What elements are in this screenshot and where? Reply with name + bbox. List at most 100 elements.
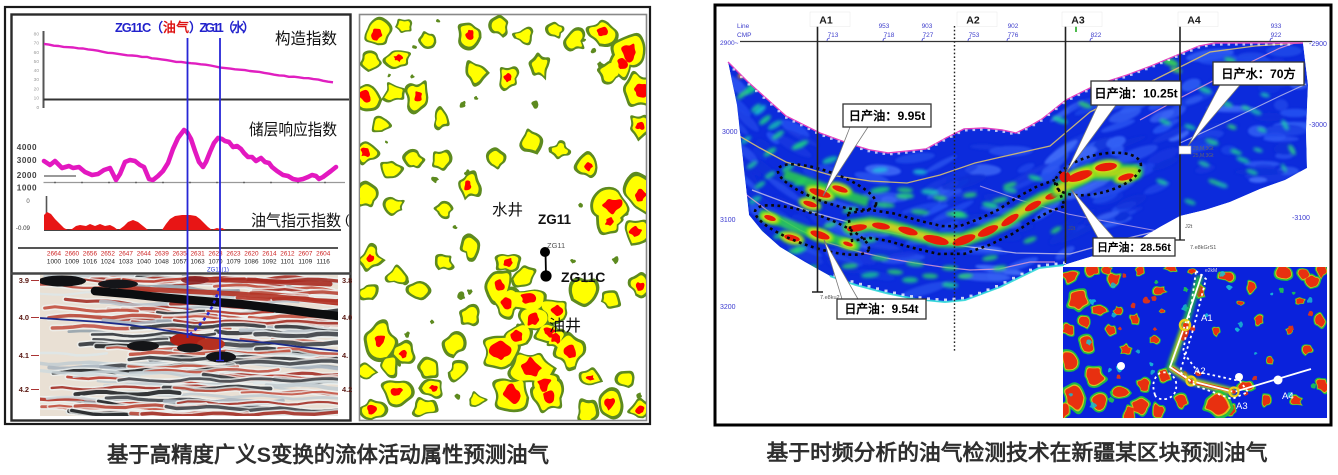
svg-text:ZG11C: ZG11C	[561, 269, 605, 285]
svg-text:-3000: -3000	[1309, 122, 1327, 129]
svg-text:基于高精度广义S变换的流体活动属性预测油气: 基于高精度广义S变换的流体活动属性预测油气	[107, 442, 549, 467]
svg-text:1024: 1024	[101, 259, 116, 266]
svg-text:日产油：10.25t: 日产油：10.25t	[1094, 85, 1177, 100]
svg-text:1070: 1070	[208, 259, 223, 266]
svg-text:1079: 1079	[226, 259, 241, 266]
svg-text:776: 776	[1008, 32, 1019, 39]
svg-text:70: 70	[34, 41, 40, 47]
svg-text:2664: 2664	[47, 251, 62, 258]
svg-text:水井: 水井	[492, 201, 523, 219]
svg-text:ZG11(1): ZG11(1)	[207, 268, 229, 274]
svg-text:7.e8ku2: 7.e8ku2	[820, 295, 840, 301]
svg-text:7.e8kGrS1: 7.e8kGrS1	[1190, 245, 1216, 251]
svg-text:3200: 3200	[720, 304, 736, 311]
svg-text:2607: 2607	[298, 251, 313, 258]
svg-text:2652: 2652	[101, 251, 116, 258]
svg-text:储层响应指数: 储层响应指数	[249, 120, 337, 139]
svg-text:10: 10	[34, 96, 40, 102]
svg-text:构造指数: 构造指数	[275, 30, 337, 48]
svg-text:4.0: 4.0	[19, 313, 29, 322]
svg-text:CMP: CMP	[737, 32, 751, 39]
svg-text:2647: 2647	[119, 251, 134, 258]
svg-text:713: 713	[828, 32, 839, 39]
svg-text:2620: 2620	[244, 251, 259, 258]
svg-text:2660: 2660	[65, 251, 80, 258]
svg-text:902: 902	[1008, 23, 1019, 30]
svg-text:1092: 1092	[262, 259, 277, 266]
svg-text:油气: 油气	[163, 20, 189, 35]
svg-text:4.2: 4.2	[19, 385, 29, 394]
svg-text:日产油：9.54t: 日产油：9.54t	[844, 302, 918, 316]
svg-text:753: 753	[969, 32, 980, 39]
svg-text:933: 933	[1271, 23, 1282, 30]
svg-text:1057: 1057	[172, 259, 187, 266]
svg-text:4.0: 4.0	[342, 313, 352, 322]
svg-text:2604: 2604	[316, 251, 331, 258]
svg-text:A3: A3	[1071, 15, 1085, 27]
svg-text:3000: 3000	[722, 129, 738, 136]
svg-text:1048: 1048	[155, 259, 170, 266]
svg-text:(: (	[345, 212, 350, 227]
svg-text:1101: 1101	[281, 259, 295, 266]
svg-text:-3100: -3100	[1292, 215, 1310, 222]
svg-text:A3: A3	[1236, 401, 1248, 412]
svg-text:）ZG11（水）: ）ZG11（水）	[189, 20, 255, 35]
svg-text:953: 953	[879, 23, 890, 30]
svg-text:ZG11: ZG11	[547, 241, 565, 250]
svg-text:1000: 1000	[47, 259, 62, 266]
svg-text:1063: 1063	[190, 259, 205, 266]
svg-text:-2900: -2900	[1309, 41, 1327, 48]
svg-text:2656: 2656	[83, 251, 98, 258]
svg-text:A4: A4	[1282, 391, 1294, 402]
svg-text:1033: 1033	[119, 259, 134, 266]
svg-text:1040: 1040	[137, 259, 152, 266]
svg-text:日产水：70方: 日产水：70方	[1221, 66, 1296, 81]
svg-text:A1: A1	[819, 15, 833, 27]
svg-text:A2: A2	[1194, 366, 1206, 377]
svg-text:A1: A1	[1201, 313, 1213, 324]
svg-text:727: 727	[923, 32, 934, 39]
svg-text:e2kM: e2kM	[1205, 268, 1217, 274]
svg-text:ZG11C（: ZG11C（	[115, 20, 163, 35]
svg-text:2612: 2612	[280, 251, 295, 258]
svg-text:0: 0	[26, 199, 30, 205]
svg-text:A2: A2	[966, 15, 980, 27]
svg-text:80: 80	[34, 32, 40, 38]
svg-text:2000: 2000	[17, 171, 37, 180]
svg-text:2900~: 2900~	[720, 40, 739, 47]
svg-text:718: 718	[884, 32, 895, 39]
svg-text:日产油：9.95t: 日产油：9.95t	[849, 108, 926, 123]
svg-text:J2t: J2t	[1185, 224, 1193, 230]
svg-text:2639: 2639	[155, 251, 170, 258]
svg-text:3100: 3100	[720, 217, 736, 224]
svg-text:1109: 1109	[298, 259, 312, 266]
svg-text:A4: A4	[1187, 15, 1201, 27]
svg-text:基于时频分析的油气检测技术在新疆某区块预测油气: 基于时频分析的油气检测技术在新疆某区块预测油气	[767, 440, 1268, 465]
svg-text:日产油：28.56t: 日产油：28.56t	[1097, 240, 1171, 254]
svg-text:2631: 2631	[190, 251, 205, 258]
svg-text:1116: 1116	[317, 259, 331, 266]
svg-text:3.9: 3.9	[19, 276, 29, 285]
svg-text:40: 40	[34, 68, 40, 74]
svg-text:25,M,3Gt: 25,M,3Gt	[1193, 153, 1214, 159]
svg-text:2614: 2614	[262, 251, 277, 258]
svg-text:3.8: 3.8	[342, 276, 352, 285]
svg-text:油井: 油井	[549, 317, 581, 335]
svg-text:822: 822	[1091, 32, 1102, 39]
svg-text:20: 20	[34, 86, 40, 92]
svg-text:4000: 4000	[17, 143, 37, 152]
svg-text:油气指示指数: 油气指示指数	[251, 212, 341, 230]
svg-text:4.: 4.	[342, 351, 348, 360]
svg-text:4.2: 4.2	[342, 385, 352, 394]
svg-text:0: 0	[36, 105, 39, 110]
svg-text:Line: Line	[737, 23, 750, 30]
svg-text:2623: 2623	[226, 251, 241, 258]
svg-text:2635: 2635	[172, 251, 187, 258]
svg-text:4.1: 4.1	[19, 351, 29, 360]
svg-text:ZG11: ZG11	[538, 212, 572, 227]
svg-text:3000: 3000	[17, 156, 37, 165]
svg-text:1009: 1009	[65, 259, 80, 266]
svg-text:J2t: J2t	[1068, 226, 1076, 232]
svg-text:1016: 1016	[83, 259, 98, 266]
svg-text:903: 903	[922, 23, 933, 30]
